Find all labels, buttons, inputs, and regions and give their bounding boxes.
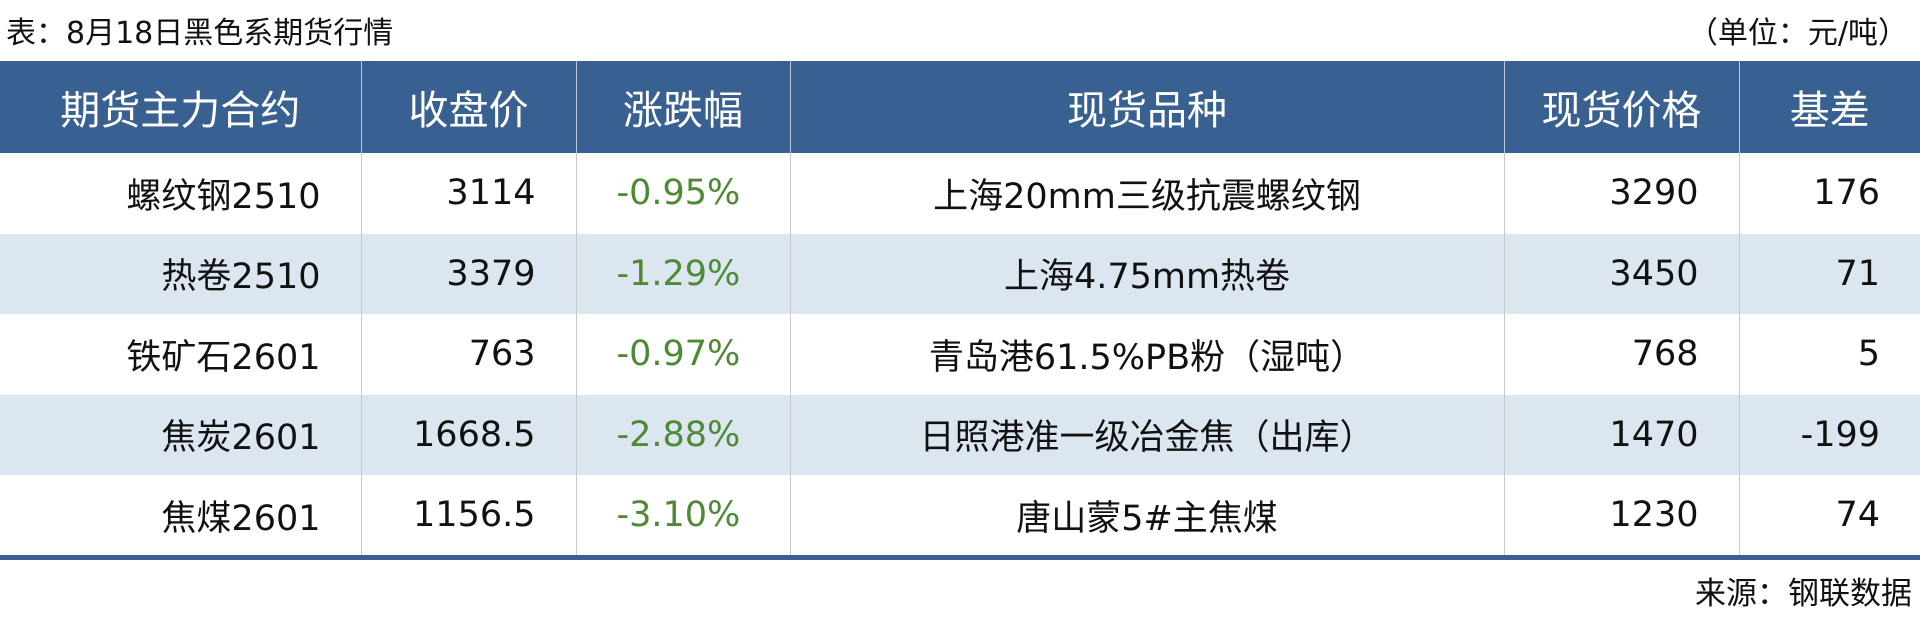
spot-cell: 唐山蒙5#主焦煤 (789, 475, 1504, 556)
header-basis: 基差 (1738, 61, 1920, 153)
table-row: 焦炭2601 1668.5 -2.88% 日照港准一级冶金焦（出库） 1470 -199 (0, 394, 1920, 475)
header-change: 涨跌幅 (575, 61, 790, 153)
header-spot: 现货品种 (789, 61, 1504, 153)
spot-cell: 日照港准一级冶金焦（出库） (789, 394, 1504, 475)
contract-cell: 焦煤2601 (161, 498, 321, 539)
header-close: 收盘价 (360, 61, 576, 153)
spot-price-cell: 1470 (1503, 394, 1739, 475)
basis-cell: -199 (1738, 394, 1920, 475)
spot-price-cell: 1230 (1503, 475, 1739, 556)
basis-cell: 74 (1738, 475, 1920, 556)
table-title: 表：8月18日黑色系期货行情 (6, 16, 394, 51)
contract-cell: 铁矿石2601 (126, 337, 321, 378)
spot-price-cell: 3290 (1503, 153, 1739, 234)
change-cell: -0.95% (575, 153, 790, 234)
contract-cell: 螺纹钢2510 (126, 176, 321, 217)
futures-table: 期货主力合约 收盘价 涨跌幅 现货品种 现货价格 基差 螺纹钢2510 3114-… (0, 61, 1920, 556)
basis-cell: 176 (1738, 153, 1920, 234)
change-cell: -0.97% (575, 314, 790, 395)
source-note: 来源：钢联数据 (1695, 576, 1912, 612)
close-cell: 3379 (360, 233, 576, 314)
spot-cell: 青岛港61.5%PB粉（湿吨） (789, 314, 1504, 395)
table-row: 焦煤2601 1156.5 -3.10% 唐山蒙5#主焦煤 1230 74 (0, 475, 1920, 556)
header-spot-price: 现货价格 (1503, 61, 1739, 153)
spot-cell: 上海4.75mm热卷 (789, 233, 1504, 314)
header-contract: 期货主力合约 (0, 61, 361, 153)
spot-price-cell: 3450 (1503, 233, 1739, 314)
table-row: 铁矿石2601 763 -0.97% 青岛港61.5%PB粉（湿吨） 768 5 (0, 314, 1920, 395)
spot-price-cell: 768 (1503, 314, 1739, 395)
spot-cell: 上海20mm三级抗震螺纹钢 (789, 153, 1504, 234)
close-cell: 763 (360, 314, 576, 395)
change-cell: -3.10% (575, 475, 790, 556)
contract-cell: 热卷2510 (0, 233, 361, 314)
unit-label: （单位：元/吨） (1687, 16, 1908, 51)
header-row: 期货主力合约 收盘价 涨跌幅 现货品种 现货价格 基差 (0, 61, 1920, 153)
change-cell: -2.88% (575, 394, 790, 475)
close-cell: 1668.5 (360, 394, 576, 475)
table-row: 螺纹钢2510 3114 -0.95% 上海20mm三级抗震螺纹钢 3290 176 (0, 153, 1920, 234)
close-cell: 1156.5 (360, 475, 576, 556)
bottom-rule (0, 555, 1920, 560)
basis-cell: 71 (1738, 233, 1920, 314)
table-row: 热卷2510 3379 -1.29% 上海4.75mm热卷 3450 71 (0, 233, 1920, 314)
contract-cell: 焦炭2601 (0, 394, 361, 475)
basis-cell: 5 (1738, 314, 1920, 395)
change-cell: -1.29% (575, 233, 790, 314)
close-cell: 3114 (360, 153, 576, 234)
